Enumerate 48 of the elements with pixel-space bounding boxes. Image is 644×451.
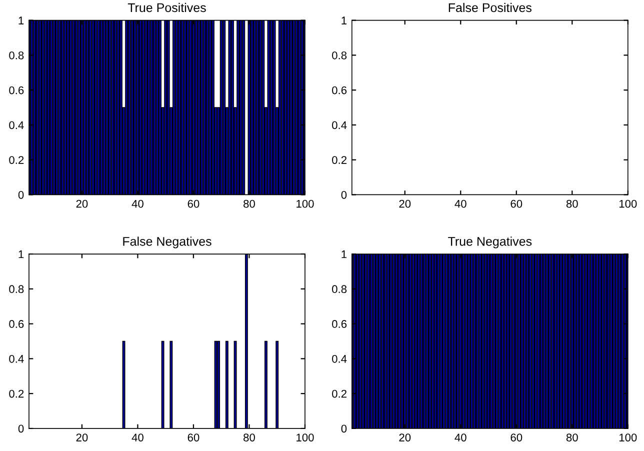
x-tick-label: 20 [399, 200, 411, 208]
x-tick-label: 60 [510, 434, 522, 442]
x-tick-label: 60 [188, 434, 200, 442]
y-tick-label: 0.6 [332, 86, 347, 94]
y-tick-label: 0.4 [332, 354, 347, 363]
chart-title: True Positives [128, 2, 206, 12]
x-tick-label: 40 [454, 200, 466, 208]
y-tick-label: 1 [342, 250, 346, 258]
x-tick-label: 40 [454, 434, 466, 442]
x-tick-label: 20 [76, 200, 88, 208]
x-tick-label: 100 [296, 200, 314, 208]
y-tick-label: 0.2 [332, 390, 346, 398]
y-tick-label: 0.6 [9, 86, 24, 94]
y-tick-label: 0 [18, 424, 24, 433]
x-tick-label: 20 [76, 434, 88, 442]
x-tick-label: 100 [619, 200, 637, 208]
chart-title: False Positives [448, 2, 532, 12]
x-tick-label: 100 [619, 434, 637, 442]
y-tick-label: 0.8 [332, 51, 347, 60]
y-tick-label: 0.8 [9, 285, 24, 294]
x-tick-label: 40 [132, 434, 144, 442]
chart-title: False Negatives [123, 236, 212, 248]
y-tick-label: 0.6 [332, 320, 347, 328]
x-tick-label: 80 [566, 200, 578, 208]
y-tick-label: 0.8 [9, 51, 24, 60]
y-tick-label: 0.2 [9, 390, 24, 398]
x-tick-label: 80 [244, 200, 255, 208]
y-tick-label: 0.2 [9, 156, 24, 164]
y-tick-label: 0.6 [9, 320, 24, 328]
y-tick-label: 0 [18, 190, 24, 199]
y-tick-label: 0.4 [9, 121, 24, 130]
x-tick-label: 20 [399, 434, 411, 442]
x-tick-label: 40 [132, 200, 144, 208]
x-tick-label: 60 [188, 200, 200, 208]
x-tick-label: 80 [244, 434, 255, 442]
y-tick-label: 1 [342, 16, 346, 24]
y-tick-label: 0 [341, 190, 347, 199]
chart-title: True Negatives [448, 236, 532, 248]
y-tick-label: 0.2 [332, 156, 346, 164]
x-tick-label: 100 [296, 434, 314, 442]
y-tick-label: 0.8 [332, 285, 347, 294]
x-tick-label: 60 [510, 200, 522, 208]
y-tick-label: 1 [18, 250, 24, 258]
y-tick-label: 1 [18, 16, 24, 24]
x-tick-label: 80 [566, 434, 578, 442]
y-tick-label: 0 [341, 424, 347, 433]
y-tick-label: 0.4 [332, 121, 347, 130]
y-tick-label: 0.4 [9, 354, 24, 363]
